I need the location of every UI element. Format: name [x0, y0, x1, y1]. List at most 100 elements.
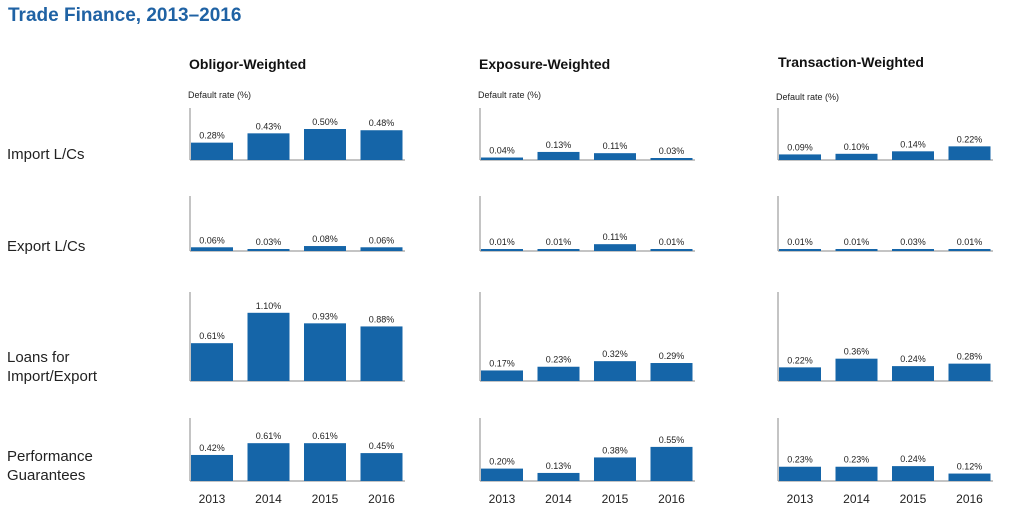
- bar-label-transaction-weighted-export-l-cs-2014: 0.01%: [844, 237, 870, 247]
- bar-label-obligor-weighted-import-l-cs-2016: 0.48%: [369, 118, 395, 128]
- bar-exposure-weighted-loans-for-import-export-2015: [594, 361, 636, 381]
- column-title-obligor-weighted: Obligor-Weighted: [189, 56, 306, 72]
- bar-exposure-weighted-export-l-cs-2015: [594, 244, 636, 251]
- bar-obligor-weighted-import-l-cs-2013: [191, 142, 233, 160]
- bar-exposure-weighted-performance-guarantees-2016: [650, 446, 693, 481]
- bar-obligor-weighted-import-l-cs-2016: [360, 130, 403, 160]
- tick-label-transaction-weighted-2016: 2016: [956, 492, 983, 506]
- axis-label-exposure-weighted: Default rate (%): [478, 90, 541, 100]
- bar-label-obligor-weighted-loans-for-import-export-2013: 0.61%: [199, 331, 225, 341]
- bar-label-transaction-weighted-import-l-cs-2016: 0.22%: [957, 134, 983, 144]
- bar-transaction-weighted-import-l-cs-2013: [779, 154, 821, 160]
- row-label-performance-guarantees-line-1: Performance: [7, 448, 93, 465]
- bar-obligor-weighted-import-l-cs-2014: [247, 133, 290, 160]
- bar-exposure-weighted-performance-guarantees-2014: [537, 472, 580, 481]
- bar-label-exposure-weighted-import-l-cs-2013: 0.04%: [489, 146, 515, 156]
- bar-label-obligor-weighted-loans-for-import-export-2014: 1.10%: [256, 301, 282, 311]
- bar-obligor-weighted-loans-for-import-export-2014: [247, 312, 290, 381]
- tick-label-obligor-weighted-2014: 2014: [255, 492, 282, 506]
- bar-obligor-weighted-export-l-cs-2016: [360, 247, 403, 251]
- tick-label-transaction-weighted-2013: 2013: [787, 492, 814, 506]
- bar-label-transaction-weighted-loans-for-import-export-2016: 0.28%: [957, 352, 983, 362]
- row-label-loans-for-import-export-line-1: Loans for: [7, 349, 70, 366]
- bar-label-transaction-weighted-loans-for-import-export-2013: 0.22%: [787, 355, 813, 365]
- bar-label-exposure-weighted-performance-guarantees-2013: 0.20%: [489, 457, 515, 467]
- tick-label-transaction-weighted-2015: 2015: [900, 492, 927, 506]
- bar-label-transaction-weighted-performance-guarantees-2014: 0.23%: [844, 455, 870, 465]
- bar-transaction-weighted-export-l-cs-2015: [892, 249, 934, 251]
- bar-obligor-weighted-performance-guarantees-2015: [304, 443, 346, 481]
- bar-label-transaction-weighted-performance-guarantees-2015: 0.24%: [900, 454, 926, 464]
- bar-label-transaction-weighted-loans-for-import-export-2014: 0.36%: [844, 347, 870, 357]
- bar-obligor-weighted-export-l-cs-2015: [304, 246, 346, 251]
- bar-label-exposure-weighted-import-l-cs-2016: 0.03%: [659, 146, 685, 156]
- bar-label-obligor-weighted-performance-guarantees-2014: 0.61%: [256, 431, 282, 441]
- bar-exposure-weighted-loans-for-import-export-2016: [650, 363, 693, 381]
- bar-obligor-weighted-performance-guarantees-2013: [191, 454, 233, 481]
- bar-label-exposure-weighted-loans-for-import-export-2015: 0.32%: [602, 349, 628, 359]
- bar-transaction-weighted-import-l-cs-2014: [835, 153, 878, 160]
- bar-label-exposure-weighted-import-l-cs-2014: 0.13%: [546, 140, 572, 150]
- bar-label-exposure-weighted-loans-for-import-export-2014: 0.23%: [546, 355, 572, 365]
- bar-transaction-weighted-performance-guarantees-2015: [892, 466, 934, 481]
- bar-label-obligor-weighted-export-l-cs-2016: 0.06%: [369, 235, 395, 245]
- bar-label-exposure-weighted-loans-for-import-export-2016: 0.29%: [659, 351, 685, 361]
- bar-label-transaction-weighted-export-l-cs-2013: 0.01%: [787, 237, 813, 247]
- bar-transaction-weighted-performance-guarantees-2014: [835, 466, 878, 481]
- axis-label-transaction-weighted: Default rate (%): [776, 92, 839, 102]
- bar-label-transaction-weighted-loans-for-import-export-2015: 0.24%: [900, 354, 926, 364]
- bar-label-transaction-weighted-import-l-cs-2015: 0.14%: [900, 139, 926, 149]
- bar-label-obligor-weighted-import-l-cs-2013: 0.28%: [199, 131, 225, 141]
- tick-label-exposure-weighted-2013: 2013: [489, 492, 516, 506]
- bar-exposure-weighted-import-l-cs-2014: [537, 151, 580, 160]
- bar-exposure-weighted-export-l-cs-2013: [481, 249, 523, 251]
- bar-transaction-weighted-export-l-cs-2014: [835, 249, 878, 251]
- bar-label-obligor-weighted-export-l-cs-2013: 0.06%: [199, 235, 225, 245]
- bar-label-exposure-weighted-performance-guarantees-2016: 0.55%: [659, 435, 685, 445]
- bar-transaction-weighted-loans-for-import-export-2014: [835, 358, 878, 381]
- bar-exposure-weighted-export-l-cs-2016: [650, 249, 693, 251]
- bar-obligor-weighted-loans-for-import-export-2013: [191, 343, 233, 381]
- bar-exposure-weighted-loans-for-import-export-2014: [537, 366, 580, 381]
- bar-obligor-weighted-loans-for-import-export-2015: [304, 323, 346, 381]
- row-label-import-l-cs: Import L/Cs: [7, 146, 85, 163]
- bar-obligor-weighted-import-l-cs-2015: [304, 129, 346, 160]
- bar-transaction-weighted-loans-for-import-export-2016: [948, 363, 991, 381]
- bar-label-obligor-weighted-performance-guarantees-2016: 0.45%: [369, 441, 395, 451]
- bar-label-obligor-weighted-import-l-cs-2014: 0.43%: [256, 121, 282, 131]
- bar-label-obligor-weighted-export-l-cs-2015: 0.08%: [312, 234, 338, 244]
- bar-label-transaction-weighted-import-l-cs-2013: 0.09%: [787, 142, 813, 152]
- bar-label-exposure-weighted-loans-for-import-export-2013: 0.17%: [489, 358, 515, 368]
- tick-label-transaction-weighted-2014: 2014: [843, 492, 870, 506]
- bar-obligor-weighted-performance-guarantees-2016: [360, 453, 403, 481]
- row-label-loans-for-import-export-line-2: Import/Export: [7, 368, 98, 385]
- bar-label-exposure-weighted-export-l-cs-2014: 0.01%: [546, 237, 572, 247]
- bar-label-exposure-weighted-performance-guarantees-2015: 0.38%: [602, 445, 628, 455]
- bar-exposure-weighted-export-l-cs-2014: [537, 249, 580, 251]
- bar-obligor-weighted-loans-for-import-export-2016: [360, 326, 403, 381]
- bar-obligor-weighted-performance-guarantees-2014: [247, 443, 290, 481]
- tick-label-exposure-weighted-2015: 2015: [602, 492, 629, 506]
- bar-label-exposure-weighted-performance-guarantees-2014: 0.13%: [546, 461, 572, 471]
- bar-transaction-weighted-loans-for-import-export-2013: [779, 367, 821, 381]
- bar-label-transaction-weighted-performance-guarantees-2013: 0.23%: [787, 455, 813, 465]
- bar-transaction-weighted-export-l-cs-2016: [948, 249, 991, 251]
- bar-label-obligor-weighted-export-l-cs-2014: 0.03%: [256, 237, 282, 247]
- bar-label-exposure-weighted-export-l-cs-2016: 0.01%: [659, 237, 685, 247]
- bar-label-obligor-weighted-performance-guarantees-2015: 0.61%: [312, 431, 338, 441]
- bar-transaction-weighted-performance-guarantees-2013: [779, 466, 821, 481]
- column-title-exposure-weighted: Exposure-Weighted: [479, 56, 610, 72]
- bar-transaction-weighted-export-l-cs-2013: [779, 249, 821, 251]
- tick-label-exposure-weighted-2016: 2016: [658, 492, 685, 506]
- tick-label-obligor-weighted-2013: 2013: [199, 492, 226, 506]
- bar-label-obligor-weighted-performance-guarantees-2013: 0.42%: [199, 443, 225, 453]
- bar-exposure-weighted-import-l-cs-2013: [481, 157, 523, 160]
- bar-label-transaction-weighted-import-l-cs-2014: 0.10%: [844, 142, 870, 152]
- tick-label-obligor-weighted-2015: 2015: [312, 492, 339, 506]
- row-label-export-l-cs: Export L/Cs: [7, 238, 85, 255]
- bar-label-transaction-weighted-export-l-cs-2016: 0.01%: [957, 237, 983, 247]
- bar-transaction-weighted-import-l-cs-2016: [948, 146, 991, 160]
- row-label-performance-guarantees-line-2: Guarantees: [7, 467, 85, 484]
- bar-exposure-weighted-loans-for-import-export-2013: [481, 370, 523, 381]
- bar-label-transaction-weighted-export-l-cs-2015: 0.03%: [900, 237, 926, 247]
